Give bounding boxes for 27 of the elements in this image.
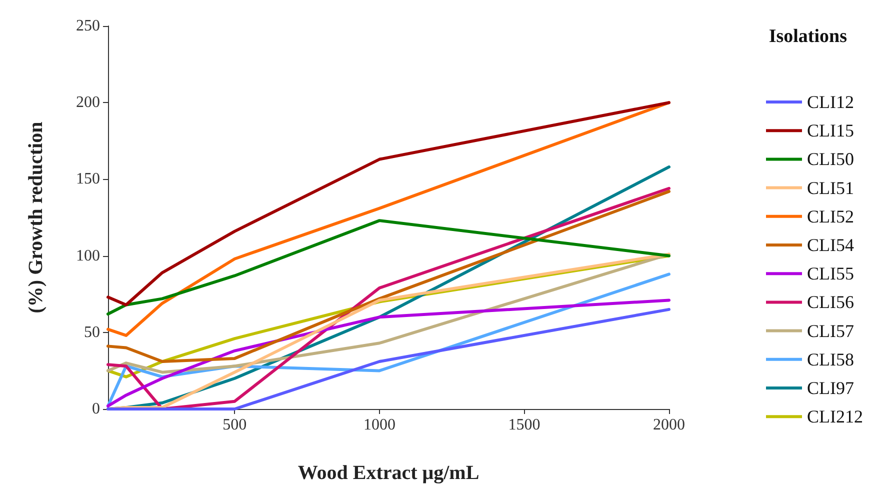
y-axis-title: (%) Growth reduction xyxy=(25,122,47,314)
legend-label: CLI12 xyxy=(807,92,854,112)
y-tick-label: 250 xyxy=(76,18,100,34)
legend-label: CLI212 xyxy=(807,406,864,427)
legend-label: CLI57 xyxy=(807,320,854,341)
line-series xyxy=(106,219,670,316)
legend-label: CLI54 xyxy=(807,235,854,255)
legend-label: CLI50 xyxy=(807,149,854,170)
y-tick-label: 0 xyxy=(92,400,100,418)
y-tick-label: 150 xyxy=(76,170,100,188)
legend-label: CLI56 xyxy=(807,292,854,312)
legend-label: CLI97 xyxy=(807,378,854,398)
legend-label: CLI51 xyxy=(807,178,854,198)
legend-title: Isolations xyxy=(768,26,848,47)
x-tick-label: 1500 xyxy=(508,416,540,434)
legend-label: CLI58 xyxy=(807,349,854,370)
x-axis-title: Wood Extract μg/mL xyxy=(298,462,480,484)
y-tick-label: 100 xyxy=(76,247,100,264)
x-tick-label: 1000 xyxy=(363,416,396,434)
y-tick-label: 200 xyxy=(76,94,100,112)
legend-label: CLI15 xyxy=(807,120,854,141)
line-series xyxy=(106,190,670,364)
x-tick-label: 500 xyxy=(222,416,247,434)
y-tick-label: 50 xyxy=(84,324,100,341)
legend-label: CLI55 xyxy=(807,264,854,284)
x-tick-label: 2000 xyxy=(653,416,685,434)
legend-label: CLI52 xyxy=(807,206,854,226)
